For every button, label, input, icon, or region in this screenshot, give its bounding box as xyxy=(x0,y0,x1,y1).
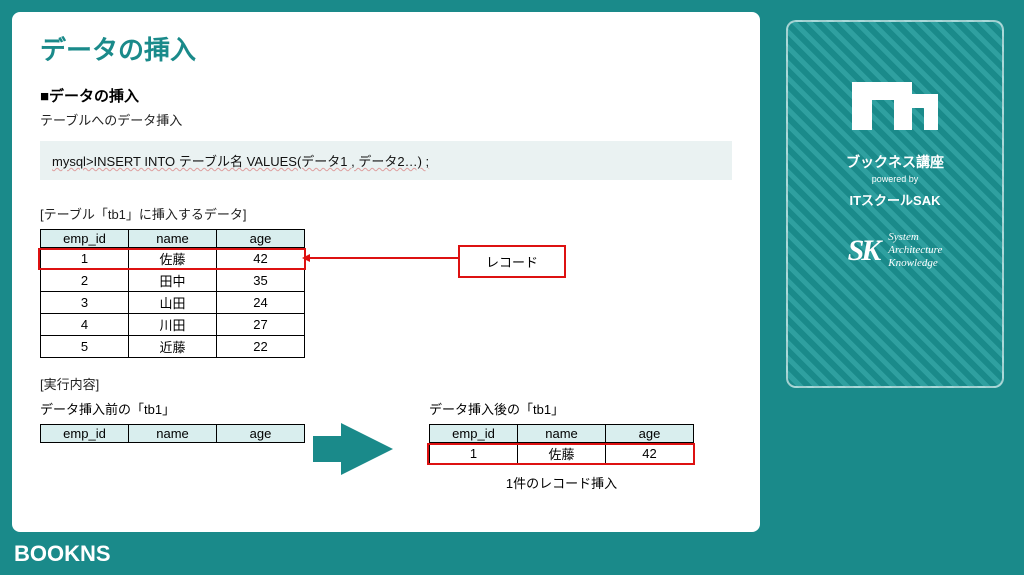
record-arrow xyxy=(308,257,458,259)
col-header: emp_id xyxy=(41,425,129,443)
col-header: age xyxy=(217,425,305,443)
before-table: emp_id name age xyxy=(40,424,305,443)
source-table: emp_id name age 1佐藤42 2田中35 3山田24 4川田27 … xyxy=(40,229,305,358)
col-header: name xyxy=(129,230,217,248)
col-header: emp_id xyxy=(430,425,518,443)
insert-data-label: [テーブル「tb1」に挿入するデータ] xyxy=(40,204,732,223)
after-table: emp_id name age 1 佐藤 42 xyxy=(429,424,694,465)
table-row: 3山田24 xyxy=(41,292,305,314)
sidebar-school: ITスクールSAK xyxy=(849,190,940,209)
sidebar-powered: powered by xyxy=(872,174,919,184)
brand-logo-icon xyxy=(852,62,938,130)
page-title: データの挿入 xyxy=(40,30,732,67)
code-example: mysql>INSERT INTO テーブル名 VALUES(データ1 , デー… xyxy=(40,141,732,180)
exec-label: [実行内容] xyxy=(40,374,732,393)
exec-row: データ挿入前の「tb1」 emp_id name age データ挿入後の「tb1… xyxy=(40,399,732,492)
footer-logo: BOOKNS xyxy=(14,541,111,567)
table-row: 5近藤22 xyxy=(41,336,305,358)
sak-logo-block: SK System Architecture Knowledge xyxy=(848,231,943,271)
section-subtext: テーブルへのデータ挿入 xyxy=(40,110,732,129)
after-column: データ挿入後の「tb1」 emp_id name age 1 佐藤 42 1件の… xyxy=(429,399,694,492)
col-header: age xyxy=(606,425,694,443)
footnote: 1件のレコード挿入 xyxy=(429,473,694,492)
before-column: データ挿入前の「tb1」 emp_id name age xyxy=(40,399,305,443)
table-row: 1佐藤42 xyxy=(41,248,305,270)
before-caption: データ挿入前の「tb1」 xyxy=(40,399,305,418)
sak-tagline: System Architecture Knowledge xyxy=(888,231,942,271)
sidebar-panel: ブックネス講座 powered by ITスクールSAK SK System A… xyxy=(786,20,1004,388)
col-header: age xyxy=(217,230,305,248)
source-table-block: emp_id name age 1佐藤42 2田中35 3山田24 4川田27 … xyxy=(40,229,732,358)
col-header: name xyxy=(129,425,217,443)
table-row: 2田中35 xyxy=(41,270,305,292)
arrow-icon xyxy=(341,423,393,475)
table-row: 4川田27 xyxy=(41,314,305,336)
col-header: emp_id xyxy=(41,230,129,248)
main-panel: データの挿入 ■データの挿入 テーブルへのデータ挿入 mysql>INSERT … xyxy=(12,12,760,532)
col-header: name xyxy=(518,425,606,443)
sak-logo-icon: SK xyxy=(848,234,879,268)
section-heading: ■データの挿入 xyxy=(40,85,732,106)
record-callout: レコード xyxy=(458,245,566,278)
table-row: 1 佐藤 42 xyxy=(430,443,694,465)
sidebar-title: ブックネス講座 xyxy=(846,152,944,172)
after-caption: データ挿入後の「tb1」 xyxy=(429,399,694,418)
